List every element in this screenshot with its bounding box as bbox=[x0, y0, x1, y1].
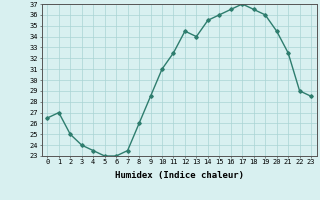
X-axis label: Humidex (Indice chaleur): Humidex (Indice chaleur) bbox=[115, 171, 244, 180]
